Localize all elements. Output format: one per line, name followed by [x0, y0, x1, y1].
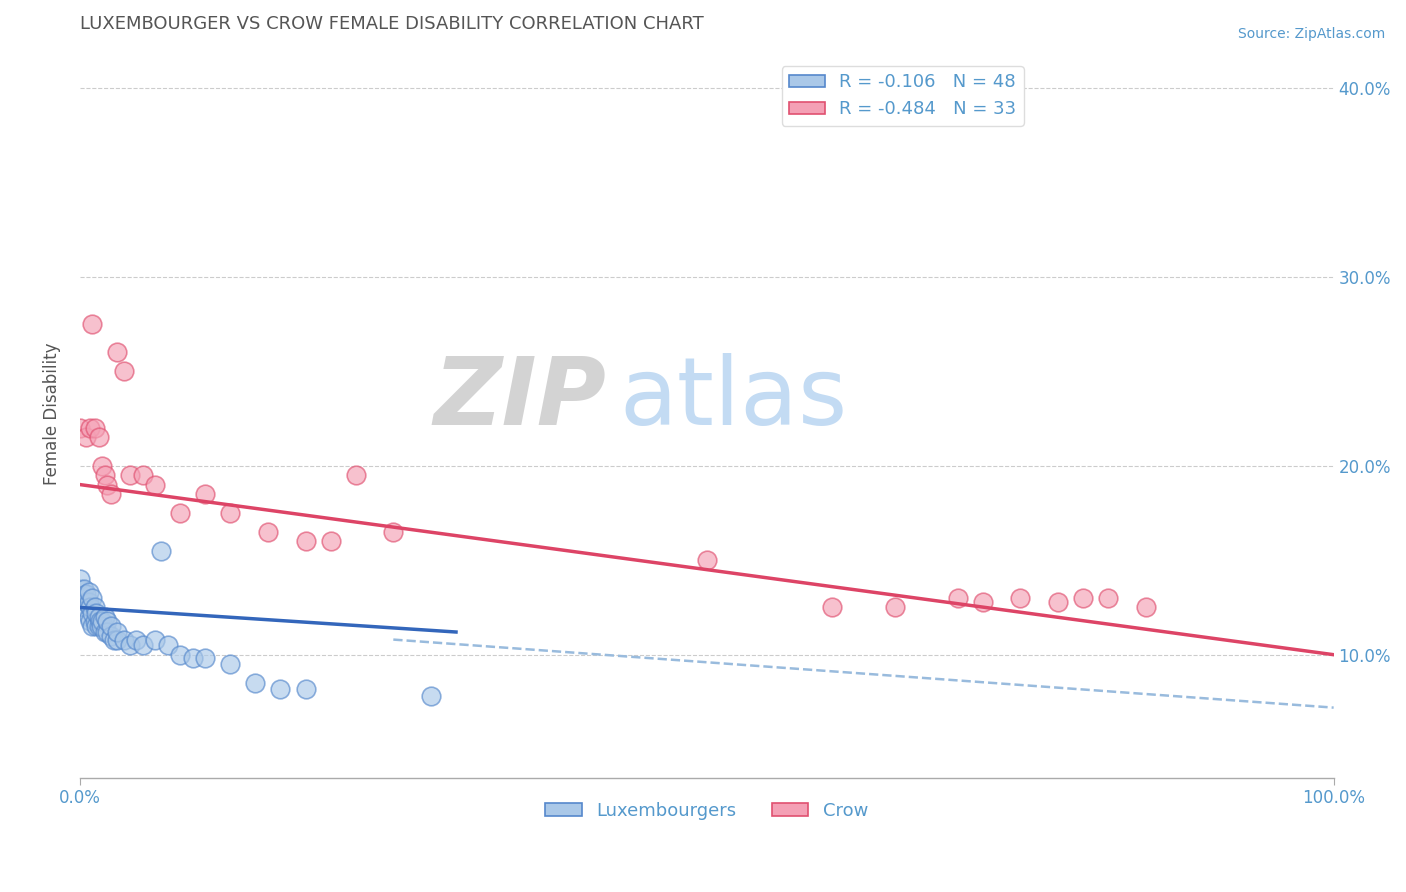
Point — [72, 600, 94, 615]
Point — [112, 632, 135, 647]
Point — [87, 430, 110, 444]
Text: atlas: atlas — [619, 353, 848, 445]
Point — [82, 619, 104, 633]
Text: ZIP: ZIP — [433, 353, 606, 445]
Text: LUXEMBOURGER VS CROW FEMALE DISABILITY CORRELATION CHART: LUXEMBOURGER VS CROW FEMALE DISABILITY C… — [80, 15, 703, 33]
Point — [1010, 591, 1032, 605]
Point — [69, 582, 91, 596]
Point — [69, 572, 91, 586]
Point — [75, 587, 97, 601]
Point — [1135, 600, 1157, 615]
Point — [125, 632, 148, 647]
Point — [319, 534, 342, 549]
Point — [69, 421, 91, 435]
Point — [294, 534, 316, 549]
Point — [946, 591, 969, 605]
Point — [100, 629, 122, 643]
Point — [96, 614, 118, 628]
Point — [84, 614, 107, 628]
Point — [94, 625, 117, 640]
Point — [100, 487, 122, 501]
Point — [143, 477, 166, 491]
Point — [107, 625, 129, 640]
Point — [69, 591, 91, 605]
Point — [150, 543, 173, 558]
Point — [194, 651, 217, 665]
Point — [96, 625, 118, 640]
Point — [382, 524, 405, 539]
Point — [107, 632, 129, 647]
Point — [82, 606, 104, 620]
Point — [75, 595, 97, 609]
Point — [1071, 591, 1094, 605]
Point — [219, 657, 242, 672]
Point — [107, 345, 129, 359]
Point — [181, 651, 204, 665]
Point — [883, 600, 905, 615]
Point — [84, 421, 107, 435]
Point — [77, 585, 100, 599]
Point — [169, 506, 191, 520]
Point — [84, 606, 107, 620]
Point — [344, 468, 367, 483]
Point — [103, 632, 125, 647]
Point — [972, 595, 994, 609]
Point — [79, 600, 101, 615]
Point — [112, 364, 135, 378]
Point — [194, 487, 217, 501]
Point — [169, 648, 191, 662]
Point — [89, 614, 111, 628]
Y-axis label: Female Disability: Female Disability — [44, 343, 60, 485]
Point — [100, 619, 122, 633]
Point — [257, 524, 280, 539]
Point — [91, 458, 114, 473]
Point — [79, 614, 101, 628]
Point — [419, 690, 441, 704]
Point — [96, 477, 118, 491]
Point — [79, 421, 101, 435]
Point — [90, 619, 112, 633]
Point — [82, 317, 104, 331]
Point — [77, 595, 100, 609]
Point — [219, 506, 242, 520]
Point — [118, 638, 141, 652]
Point — [821, 600, 844, 615]
Point — [84, 619, 107, 633]
Point — [118, 468, 141, 483]
Point — [87, 619, 110, 633]
Point — [269, 681, 291, 696]
Point — [1046, 595, 1069, 609]
Legend: Luxembourgers, Crow: Luxembourgers, Crow — [538, 794, 876, 827]
Text: Source: ZipAtlas.com: Source: ZipAtlas.com — [1237, 27, 1385, 41]
Point — [156, 638, 179, 652]
Point — [94, 610, 117, 624]
Point — [143, 632, 166, 647]
Point — [696, 553, 718, 567]
Point — [245, 676, 267, 690]
Point — [77, 610, 100, 624]
Point — [75, 430, 97, 444]
Point — [72, 582, 94, 596]
Point — [1097, 591, 1119, 605]
Point — [294, 681, 316, 696]
Point — [82, 591, 104, 605]
Point — [94, 468, 117, 483]
Point — [84, 600, 107, 615]
Point — [131, 638, 153, 652]
Point — [91, 614, 114, 628]
Point — [87, 610, 110, 624]
Point — [131, 468, 153, 483]
